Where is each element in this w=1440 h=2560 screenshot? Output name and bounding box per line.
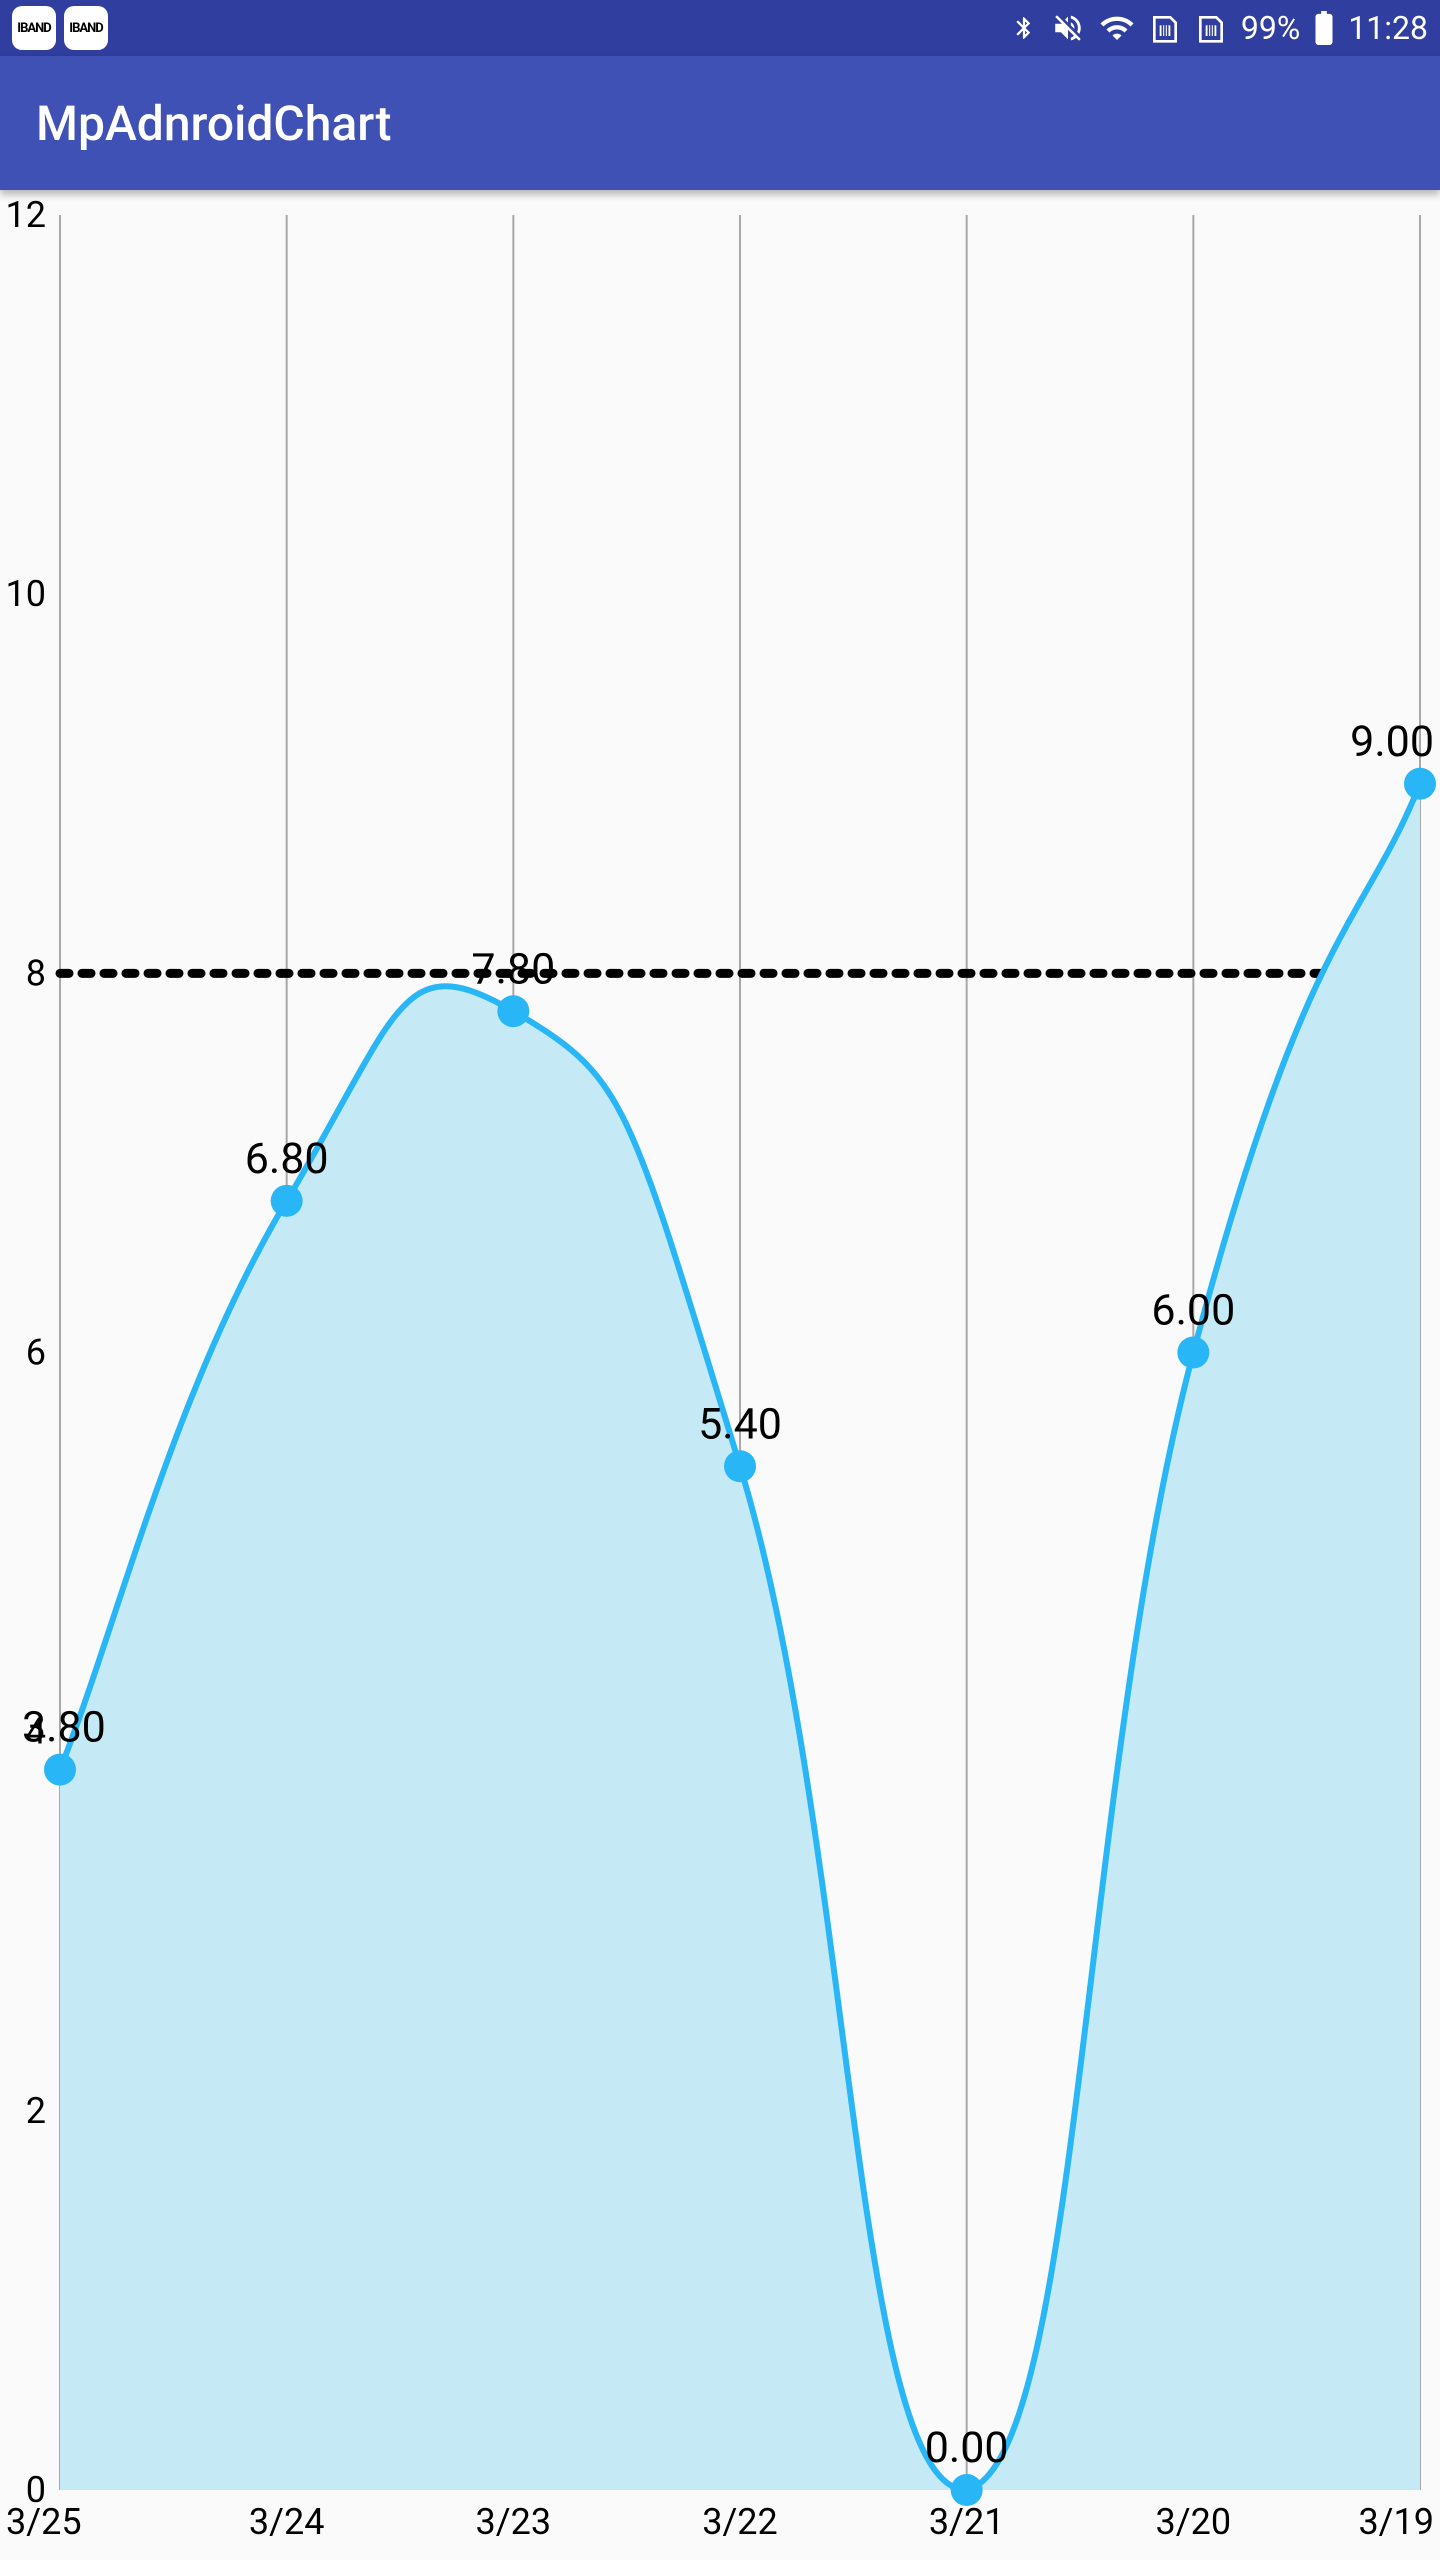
chart-container[interactable]: 3.806.807.805.400.006.009.000246810123/2… bbox=[0, 190, 1440, 2560]
x-axis-label: 3/19 bbox=[1358, 2501, 1434, 2543]
status-app-icon: IBAND bbox=[64, 6, 108, 50]
chart-marker[interactable] bbox=[44, 1754, 76, 1786]
app-bar: MpAdnroidChart bbox=[0, 56, 1440, 190]
chart-marker[interactable] bbox=[1404, 768, 1436, 800]
y-axis-label: 8 bbox=[26, 952, 46, 994]
status-right: 99% 11:28 bbox=[1011, 9, 1428, 47]
x-axis-label: 3/22 bbox=[702, 2501, 778, 2543]
clock-time: 11:28 bbox=[1348, 9, 1428, 47]
line-chart[interactable]: 3.806.807.805.400.006.009.000246810123/2… bbox=[0, 190, 1440, 2560]
chart-value-label: 0.00 bbox=[925, 2423, 1009, 2473]
battery-percent: 99% bbox=[1241, 9, 1300, 47]
chart-marker[interactable] bbox=[497, 995, 529, 1027]
y-axis-label: 4 bbox=[26, 1711, 46, 1753]
sim-card-1-icon bbox=[1149, 9, 1181, 47]
y-axis-label: 2 bbox=[26, 2090, 46, 2132]
chart-value-label: 5.40 bbox=[698, 1399, 782, 1449]
status-bar: IBAND IBAND 99% 11:28 bbox=[0, 0, 1440, 56]
bluetooth-icon bbox=[1011, 11, 1037, 45]
y-axis-label: 6 bbox=[26, 1332, 46, 1374]
chart-marker[interactable] bbox=[1177, 1337, 1209, 1369]
y-axis-label: 12 bbox=[6, 194, 46, 236]
chart-value-label: 6.00 bbox=[1151, 1286, 1235, 1336]
app-title: MpAdnroidChart bbox=[36, 95, 391, 152]
status-app-icon: IBAND bbox=[12, 6, 56, 50]
chart-value-label: 7.80 bbox=[471, 944, 555, 994]
chart-value-label: 9.00 bbox=[1350, 717, 1434, 767]
chart-marker[interactable] bbox=[724, 1450, 756, 1482]
status-left: IBAND IBAND bbox=[12, 6, 108, 50]
x-axis-label: 3/20 bbox=[1156, 2501, 1232, 2543]
x-axis-label: 3/24 bbox=[249, 2501, 325, 2543]
sim-card-2-icon bbox=[1195, 9, 1227, 47]
chart-marker[interactable] bbox=[271, 1185, 303, 1217]
wifi-icon bbox=[1099, 10, 1135, 46]
y-axis-label: 10 bbox=[6, 573, 46, 615]
x-axis-label: 3/23 bbox=[476, 2501, 552, 2543]
x-axis-label: 3/25 bbox=[6, 2501, 82, 2543]
battery-icon bbox=[1314, 11, 1334, 45]
chart-value-label: 6.80 bbox=[245, 1134, 329, 1184]
x-axis-label: 3/21 bbox=[929, 2501, 1005, 2543]
vibrate-mute-icon bbox=[1051, 11, 1085, 45]
